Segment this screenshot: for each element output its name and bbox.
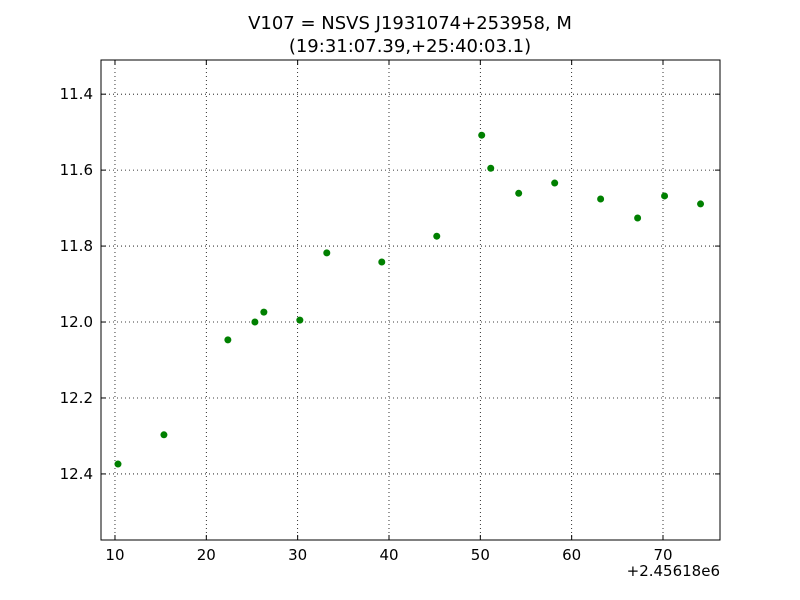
y-tick-label: 12.0 bbox=[60, 313, 93, 331]
point bbox=[224, 336, 232, 344]
point bbox=[597, 195, 605, 203]
plot-frame bbox=[100, 59, 721, 541]
point bbox=[251, 318, 259, 326]
point bbox=[661, 192, 669, 200]
point bbox=[160, 431, 168, 439]
point bbox=[433, 232, 441, 240]
x-tick-label: 50 bbox=[471, 546, 490, 564]
x-tick-label: 10 bbox=[105, 546, 124, 564]
point bbox=[634, 214, 642, 222]
point bbox=[260, 308, 268, 316]
y-tick-label: 11.6 bbox=[60, 161, 93, 179]
x-tick-label: 30 bbox=[288, 546, 307, 564]
y-tick-label: 12.2 bbox=[60, 389, 93, 407]
y-tick-label: 11.8 bbox=[60, 237, 93, 255]
chart-title: V107 = NSVS J1931074+253958, M bbox=[248, 13, 572, 34]
point bbox=[697, 200, 705, 208]
y-tick-label: 11.4 bbox=[60, 85, 93, 103]
x-tick-label: 60 bbox=[562, 546, 581, 564]
x-tick-label: 40 bbox=[379, 546, 398, 564]
point bbox=[296, 316, 304, 324]
point bbox=[323, 249, 331, 257]
point bbox=[378, 258, 386, 266]
point bbox=[515, 189, 523, 197]
x-tick-label: 70 bbox=[653, 546, 672, 564]
point bbox=[487, 164, 495, 172]
point bbox=[478, 131, 486, 139]
y-tick-label: 12.4 bbox=[60, 465, 93, 483]
point bbox=[551, 179, 559, 187]
x-tick-label: 20 bbox=[197, 546, 216, 564]
point bbox=[114, 460, 122, 468]
chart-subtitle: (19:31:07.39,+25:40:03.1) bbox=[289, 36, 531, 57]
x-offset-label: +2.45618e6 bbox=[627, 562, 720, 580]
